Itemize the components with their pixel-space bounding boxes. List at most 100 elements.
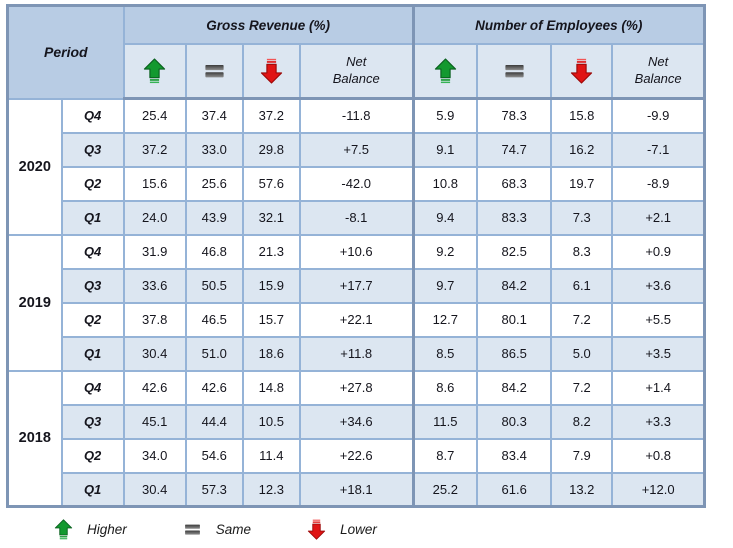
equals-icon <box>503 58 526 84</box>
table-row: Q2 15.6 25.6 57.6 -42.0 10.8 68.3 19.7 -8.9 <box>8 165 706 202</box>
table-row: 2020 Q4 25.4 37.4 37.2 -11.8 5.9 78.3 15.8 -9.9 <box>6 97 706 236</box>
value-cell: 44.4 <box>184 403 244 440</box>
value-cell: -8.1 <box>298 199 415 236</box>
legend-label-higher: Higher <box>87 522 127 537</box>
employees-higher-column-header <box>411 43 479 100</box>
value-cell: 46.5 <box>184 301 244 338</box>
year-label: 2018 <box>6 369 63 508</box>
value-cell: 14.8 <box>241 369 301 406</box>
gross-higher-column-header <box>122 43 187 100</box>
value-cell: +3.6 <box>611 267 706 304</box>
value-cell: +17.7 <box>298 267 415 304</box>
value-cell: 37.8 <box>122 301 187 338</box>
value-cell: 18.6 <box>241 335 301 372</box>
value-cell: 8.6 <box>411 369 479 406</box>
value-cell: 21.3 <box>241 233 301 270</box>
value-cell: 42.6 <box>184 369 244 406</box>
value-cell: 57.6 <box>241 165 301 202</box>
value-cell: 10.8 <box>411 165 479 202</box>
value-cell: 54.6 <box>184 437 244 474</box>
value-cell: 68.3 <box>476 165 553 202</box>
value-cell: 83.4 <box>476 437 553 474</box>
value-cell: 8.3 <box>550 233 614 270</box>
value-cell: 46.8 <box>184 233 244 270</box>
value-cell: 84.2 <box>476 369 553 406</box>
value-cell: 80.1 <box>476 301 553 338</box>
legend-label-same: Same <box>215 522 252 537</box>
value-cell: -9.9 <box>611 97 706 134</box>
value-cell: 61.6 <box>476 471 553 508</box>
value-cell: 33.0 <box>184 131 244 168</box>
legend-label-lower: Lower <box>340 522 377 537</box>
table-row: Q1 30.4 51.0 18.6 +11.8 8.5 86.5 5.0 +3.5 <box>8 335 706 372</box>
value-cell: +27.8 <box>298 369 415 406</box>
year-group-2018: 2018 Q4 42.6 42.6 14.8 +27.8 8.6 84.2 7.2 +1.4 Q3 4… <box>6 369 706 508</box>
value-cell: +22.6 <box>298 437 415 474</box>
gross-lower-column-header <box>241 43 301 100</box>
value-cell: 37.2 <box>122 131 187 168</box>
quarter-label: Q2 <box>60 301 125 338</box>
up-arrow-icon <box>54 519 73 540</box>
quarter-label: Q4 <box>60 369 125 406</box>
table-row: Q1 30.4 57.3 12.3 +18.1 25.2 61.6 13.2 +12.0 <box>8 471 706 508</box>
legend-item-same: Same <box>183 519 251 540</box>
value-cell: -8.9 <box>611 165 706 202</box>
net-balance-line1: Net <box>648 54 669 70</box>
value-cell: 15.9 <box>241 267 301 304</box>
quarter-label: Q3 <box>60 403 125 440</box>
table-header: Period Gross Revenue (%) Number of Emplo… <box>6 4 706 100</box>
value-cell: 5.9 <box>411 97 479 134</box>
group-header-gross-revenue: Gross Revenue (%) <box>122 4 415 45</box>
value-cell: +5.5 <box>611 301 706 338</box>
employees-lower-column-header <box>550 43 614 100</box>
value-cell: -7.1 <box>611 131 706 168</box>
quarter-label: Q3 <box>60 267 125 304</box>
quarter-label: Q3 <box>60 131 125 168</box>
value-cell: -11.8 <box>298 97 415 134</box>
value-cell: 25.4 <box>122 97 187 134</box>
year-label: 2020 <box>6 97 63 236</box>
quarter-label: Q2 <box>60 437 125 474</box>
table-row: Q2 37.8 46.5 15.7 +22.1 12.7 80.1 7.2 +5.5 <box>8 301 706 338</box>
equals-icon <box>183 519 202 540</box>
equals-icon <box>203 58 226 84</box>
value-cell: 30.4 <box>122 471 187 508</box>
value-cell: 25.2 <box>411 471 479 508</box>
table-row: Q3 37.2 33.0 29.8 +7.5 9.1 74.7 16.2 -7.1 <box>8 131 706 168</box>
year-group-2019: 2019 Q4 31.9 46.8 21.3 +10.6 9.2 82.5 8.3 +0.9 Q3 3… <box>6 233 706 372</box>
gross-net-balance-header: Net Balance <box>298 43 415 100</box>
table-row: Q2 34.0 54.6 11.4 +22.6 8.7 83.4 7.9 +0.8 <box>8 437 706 474</box>
gross-same-column-header <box>184 43 244 100</box>
group-header-employees: Number of Employees (%) <box>411 4 706 45</box>
value-cell: 74.7 <box>476 131 553 168</box>
value-cell: 50.5 <box>184 267 244 304</box>
value-cell: 16.2 <box>550 131 614 168</box>
value-cell: 9.7 <box>411 267 479 304</box>
value-cell: 25.6 <box>184 165 244 202</box>
value-cell: 7.3 <box>550 199 614 236</box>
value-cell: 32.1 <box>241 199 301 236</box>
value-cell: 11.4 <box>241 437 301 474</box>
value-cell: 6.1 <box>550 267 614 304</box>
value-cell: +34.6 <box>298 403 415 440</box>
value-cell: 37.4 <box>184 97 244 134</box>
value-cell: 30.4 <box>122 335 187 372</box>
value-cell: 45.1 <box>122 403 187 440</box>
value-cell: +2.1 <box>611 199 706 236</box>
value-cell: 43.9 <box>184 199 244 236</box>
table-row: 2019 Q4 31.9 46.8 21.3 +10.6 9.2 82.5 8.3 +0.9 <box>6 233 706 372</box>
employees-same-column-header <box>476 43 553 100</box>
value-cell: 7.2 <box>550 301 614 338</box>
value-cell: 29.8 <box>241 131 301 168</box>
value-cell: 57.3 <box>184 471 244 508</box>
value-cell: 7.9 <box>550 437 614 474</box>
value-cell: 15.7 <box>241 301 301 338</box>
value-cell: 33.6 <box>122 267 187 304</box>
value-cell: +22.1 <box>298 301 415 338</box>
quarter-label: Q1 <box>60 199 125 236</box>
up-arrow-icon <box>143 58 166 84</box>
year-label: 2019 <box>6 233 63 372</box>
value-cell: 9.4 <box>411 199 479 236</box>
year-group-2020: 2020 Q4 25.4 37.4 37.2 -11.8 5.9 78.3 15.8 -9.9 Q3… <box>6 97 706 236</box>
value-cell: 83.3 <box>476 199 553 236</box>
